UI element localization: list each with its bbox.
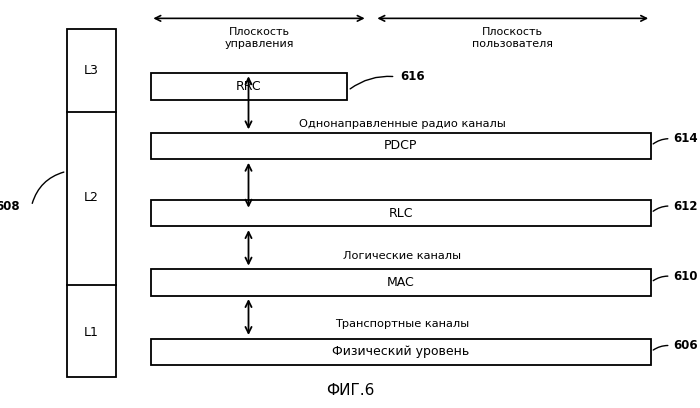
Text: L3: L3 <box>83 64 99 77</box>
Text: Логические каналы: Логические каналы <box>344 251 461 261</box>
Text: L2: L2 <box>83 191 99 204</box>
Text: 610: 610 <box>673 270 698 283</box>
FancyArrowPatch shape <box>653 276 668 281</box>
Bar <box>150 133 651 159</box>
Text: Плоскость
управления: Плоскость управления <box>224 27 294 49</box>
Bar <box>150 339 651 365</box>
FancyArrowPatch shape <box>32 172 64 203</box>
Text: ФИГ.6: ФИГ.6 <box>326 383 374 398</box>
Bar <box>150 200 651 226</box>
Text: Транспортные каналы: Транспортные каналы <box>335 319 470 329</box>
Text: 612: 612 <box>673 200 698 213</box>
Text: 616: 616 <box>400 70 425 83</box>
Text: Физический уровень: Физический уровень <box>332 346 470 358</box>
Bar <box>150 269 651 296</box>
Text: RRC: RRC <box>236 80 261 93</box>
FancyArrowPatch shape <box>350 76 393 89</box>
Text: 606: 606 <box>673 339 698 352</box>
Text: 614: 614 <box>673 132 698 145</box>
Bar <box>150 73 346 100</box>
Text: Однонаправленные радио каналы: Однонаправленные радио каналы <box>299 119 506 129</box>
Text: PDCP: PDCP <box>384 140 417 152</box>
Text: L1: L1 <box>83 326 99 339</box>
FancyArrowPatch shape <box>653 346 668 350</box>
FancyArrowPatch shape <box>653 139 668 144</box>
Bar <box>66 29 116 377</box>
Text: RLC: RLC <box>389 207 413 220</box>
Text: MAC: MAC <box>387 276 414 289</box>
Text: Плоскость
пользователя: Плоскость пользователя <box>472 27 553 49</box>
Text: 608: 608 <box>0 200 20 213</box>
FancyArrowPatch shape <box>653 206 668 211</box>
